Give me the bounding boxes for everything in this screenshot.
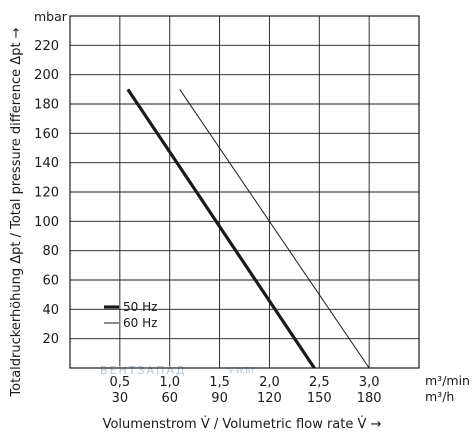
y-tick-label: 40 xyxy=(42,303,59,318)
legend: 50 Hz 60 Hz xyxy=(104,300,157,330)
x-tick-label-bottom: 120 xyxy=(257,391,282,406)
y-tick-label: 80 xyxy=(42,244,59,259)
series-line-60hz xyxy=(179,89,370,369)
x-tick-label-top: 2,0 xyxy=(259,375,280,390)
x-tick-label-bottom: 150 xyxy=(307,391,332,406)
x-tick-label-top: 1,5 xyxy=(209,375,230,390)
x-unit-top: m³/min xyxy=(425,373,470,388)
x-tick-label-bottom: 30 xyxy=(112,391,129,406)
y-tick-label: 220 xyxy=(34,39,59,54)
x-tick-label-top: 0,5 xyxy=(110,375,131,390)
series-line-50hz xyxy=(126,88,316,369)
y-unit-label: mbar xyxy=(34,9,68,24)
series-lines xyxy=(126,88,370,369)
y-tick-labels: 20 40 60 80 100 120 140 160 180 200 220 xyxy=(34,39,59,347)
x-tick-label-bottom: 60 xyxy=(161,391,178,406)
y-tick-label: 180 xyxy=(34,98,59,113)
y-tick-label: 160 xyxy=(34,127,59,142)
x-tick-label-bottom: 90 xyxy=(211,391,228,406)
plot-frame xyxy=(69,15,420,369)
grid xyxy=(70,16,419,368)
x-axis-title: Volumenstrom V̇ / Volumetric flow rate V… xyxy=(103,417,382,432)
y-tick-label: 140 xyxy=(34,156,59,171)
y-tick-label: 120 xyxy=(34,186,59,201)
legend-label-50hz: 50 Hz xyxy=(123,300,157,314)
x-tick-labels: 0,5 1,0 1,5 2,0 2,5 3,0 30 60 90 120 150 180 xyxy=(110,375,382,406)
x-unit-bottom: m³/h xyxy=(425,389,454,404)
y-tick-label: 60 xyxy=(42,274,59,289)
y-axis-title: Totaldruckerhöhung Δpt / Total pressure … xyxy=(9,27,24,397)
y-tick-label: 200 xyxy=(34,68,59,83)
x-tick-label-bottom: 180 xyxy=(357,391,382,406)
plot-border xyxy=(69,15,420,369)
x-tick-label-top: 2,5 xyxy=(309,375,330,390)
watermark-logo: ВЕНТЗАПАД xyxy=(100,364,186,377)
legend-label-60hz: 60 Hz xyxy=(123,316,157,330)
y-tick-label: 100 xyxy=(34,215,59,230)
watermark-url: V-W.BY xyxy=(228,366,255,375)
x-tick-label-top: 3,0 xyxy=(359,375,380,390)
x-tick-label-top: 1,0 xyxy=(159,375,180,390)
y-tick-label: 20 xyxy=(42,332,59,347)
